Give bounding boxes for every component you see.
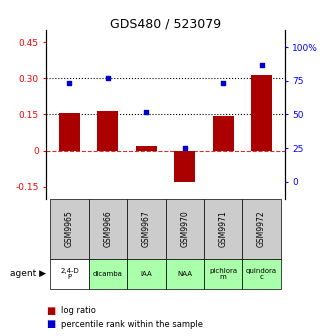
Text: ■: ■ bbox=[46, 306, 56, 316]
Bar bbox=[136, 146, 157, 151]
Text: NAA: NAA bbox=[177, 271, 192, 277]
Text: 2,4-D
P: 2,4-D P bbox=[60, 268, 79, 280]
Bar bbox=[242, 199, 281, 259]
Bar bbox=[242, 259, 281, 289]
Bar bbox=[213, 116, 234, 151]
Text: agent ▶: agent ▶ bbox=[10, 269, 46, 279]
Text: IAA: IAA bbox=[140, 271, 152, 277]
Bar bbox=[97, 111, 118, 151]
Text: GSM9970: GSM9970 bbox=[180, 210, 189, 247]
Point bbox=[220, 81, 226, 86]
Bar bbox=[89, 199, 127, 259]
Bar bbox=[204, 259, 242, 289]
Point bbox=[259, 62, 264, 67]
Bar bbox=[127, 259, 166, 289]
Text: GSM9966: GSM9966 bbox=[103, 210, 112, 247]
Bar bbox=[59, 113, 80, 151]
Bar bbox=[251, 75, 272, 151]
Bar bbox=[89, 259, 127, 289]
Bar bbox=[166, 259, 204, 289]
Point bbox=[144, 109, 149, 115]
Text: GSM9971: GSM9971 bbox=[219, 210, 228, 247]
Text: quindora
c: quindora c bbox=[246, 268, 277, 280]
Title: GDS480 / 523079: GDS480 / 523079 bbox=[110, 17, 221, 30]
Bar bbox=[50, 259, 89, 289]
Bar bbox=[127, 199, 166, 259]
Bar bbox=[174, 151, 195, 182]
Text: GSM9972: GSM9972 bbox=[257, 210, 266, 247]
Text: log ratio: log ratio bbox=[61, 306, 96, 315]
Text: GSM9967: GSM9967 bbox=[142, 210, 151, 247]
Text: ■: ■ bbox=[46, 319, 56, 329]
Bar bbox=[166, 199, 204, 259]
Bar bbox=[50, 199, 89, 259]
Text: percentile rank within the sample: percentile rank within the sample bbox=[61, 320, 203, 329]
Text: dicamba: dicamba bbox=[93, 271, 123, 277]
Point bbox=[67, 81, 72, 86]
Bar bbox=[204, 199, 242, 259]
Point bbox=[182, 145, 187, 151]
Point bbox=[105, 75, 111, 81]
Text: GSM9965: GSM9965 bbox=[65, 210, 74, 247]
Text: pichlora
m: pichlora m bbox=[209, 268, 237, 280]
